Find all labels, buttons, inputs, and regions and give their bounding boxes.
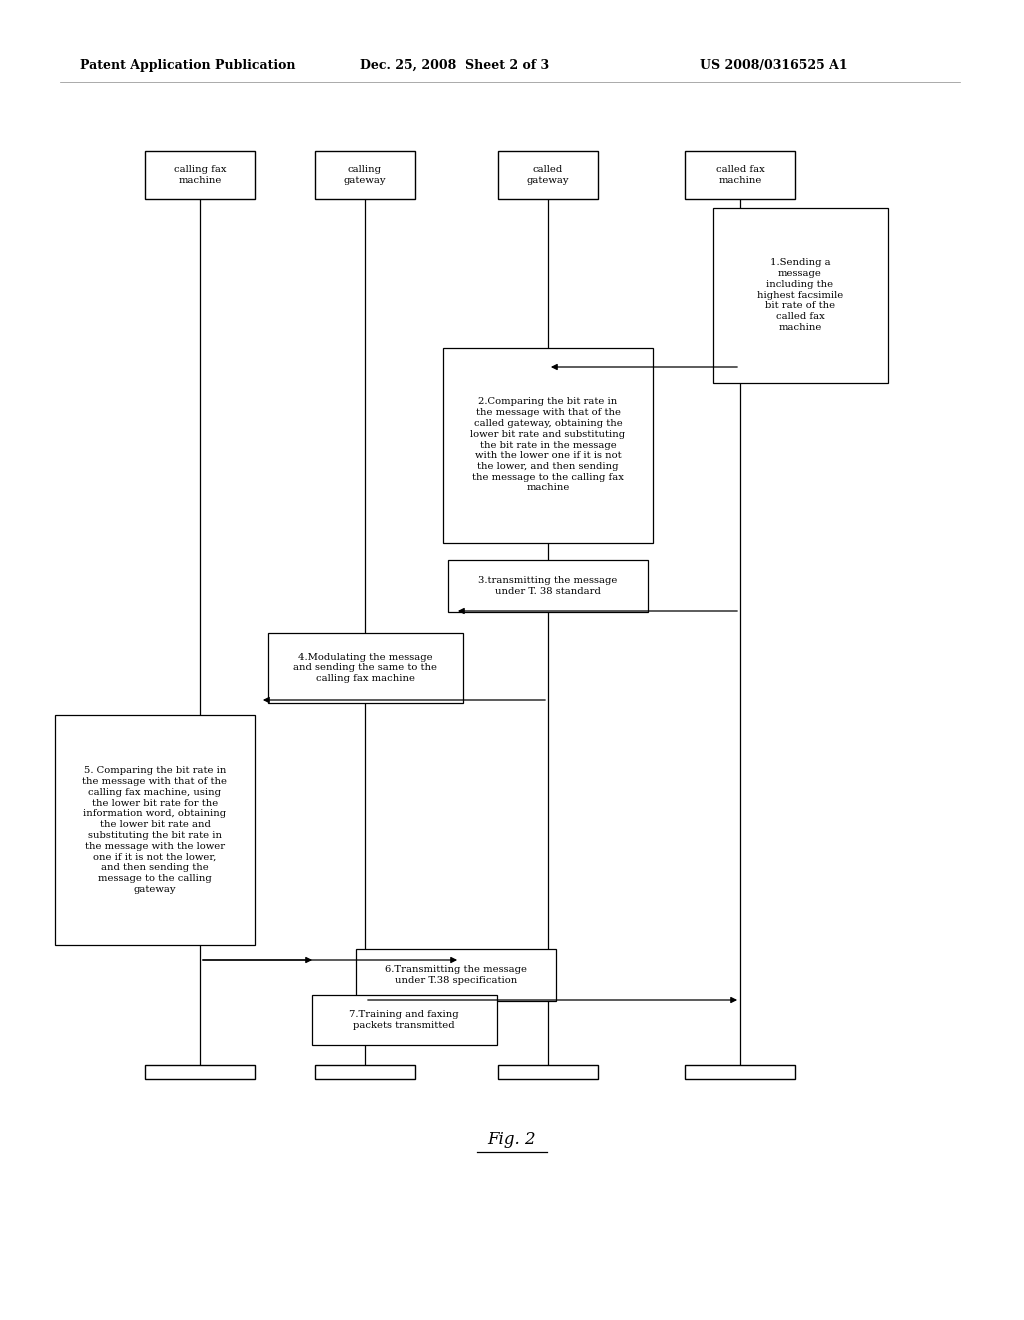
Text: 7.Training and faxing
packets transmitted: 7.Training and faxing packets transmitte… — [349, 1010, 459, 1030]
Text: 6.Transmitting the message
under T.38 specification: 6.Transmitting the message under T.38 sp… — [385, 965, 527, 985]
Text: US 2008/0316525 A1: US 2008/0316525 A1 — [700, 58, 848, 71]
Text: 4.Modulating the message
and sending the same to the
calling fax machine: 4.Modulating the message and sending the… — [293, 653, 437, 684]
Bar — [449, 560, 648, 612]
Bar — [498, 1065, 598, 1078]
Bar — [315, 1065, 415, 1078]
Text: 1.Sending a
message
including the
highest facsimile
bit rate of the
called fax
m: 1.Sending a message including the highes… — [757, 259, 843, 331]
Bar — [55, 715, 255, 945]
Text: 5. Comparing the bit rate in
the message with that of the
calling fax machine, u: 5. Comparing the bit rate in the message… — [83, 767, 227, 894]
Text: 3.transmitting the message
under T. 38 standard: 3.transmitting the message under T. 38 s… — [478, 576, 617, 595]
Text: Dec. 25, 2008  Sheet 2 of 3: Dec. 25, 2008 Sheet 2 of 3 — [360, 58, 549, 71]
Bar — [443, 347, 653, 543]
Text: Fig. 2: Fig. 2 — [487, 1131, 537, 1148]
Bar — [498, 150, 598, 199]
Bar — [685, 1065, 795, 1078]
Text: called fax
machine: called fax machine — [716, 165, 764, 185]
Bar — [311, 995, 497, 1045]
Text: Patent Application Publication: Patent Application Publication — [80, 58, 296, 71]
Text: calling
gateway: calling gateway — [344, 165, 386, 185]
Text: called
gateway: called gateway — [526, 165, 569, 185]
Bar — [267, 634, 463, 704]
Bar — [713, 207, 888, 383]
Bar — [356, 949, 556, 1001]
Bar — [145, 1065, 255, 1078]
Text: 2.Comparing the bit rate in
the message with that of the
called gateway, obtaini: 2.Comparing the bit rate in the message … — [470, 397, 626, 492]
Bar — [145, 150, 255, 199]
Bar — [315, 150, 415, 199]
Text: calling fax
machine: calling fax machine — [174, 165, 226, 185]
Bar — [685, 150, 795, 199]
